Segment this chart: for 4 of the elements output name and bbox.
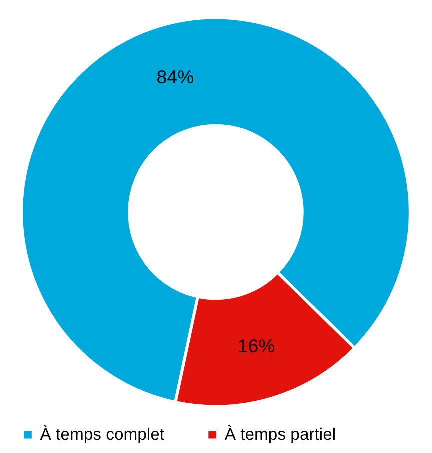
legend-label: À temps complet xyxy=(40,424,165,444)
data-label: 16% xyxy=(238,336,276,357)
data-label: 84% xyxy=(156,66,194,88)
legend-label: À temps partiel xyxy=(224,424,336,444)
